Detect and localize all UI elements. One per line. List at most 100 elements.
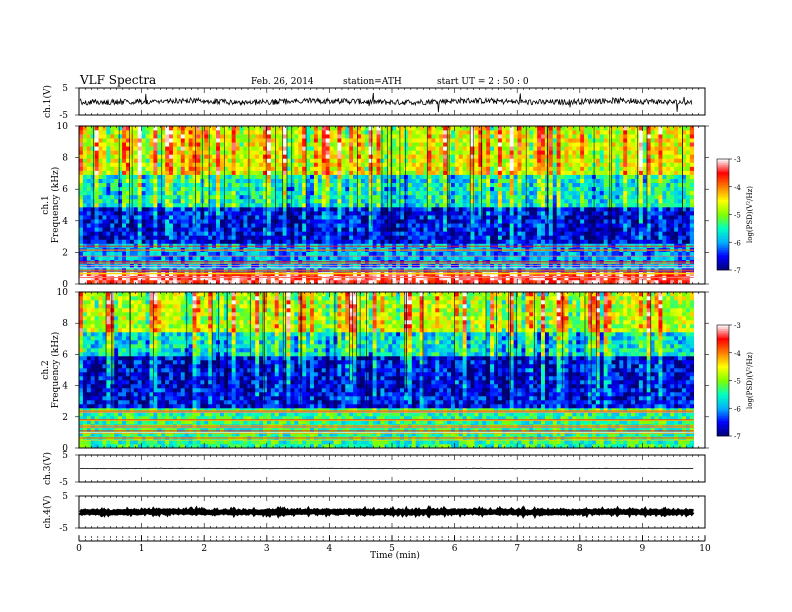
spectrogram-cell	[313, 146, 319, 151]
station-label: station=ATH	[343, 77, 402, 87]
spectrogram-cell	[243, 150, 248, 155]
spectrogram-cell	[118, 211, 123, 216]
spectrogram-cell	[345, 190, 350, 196]
spectrogram-cell	[79, 142, 84, 147]
spectrogram-cell	[235, 223, 240, 228]
spectrogram-cell	[548, 182, 554, 188]
spectrogram-cell	[454, 170, 460, 175]
spectrogram-cell	[259, 239, 264, 244]
spectrogram-cell	[353, 162, 358, 167]
spectrogram-cell	[192, 251, 197, 256]
spectrogram-cell	[313, 194, 319, 200]
spectrogram-cell	[494, 158, 499, 163]
spectrogram-cell	[349, 263, 354, 269]
spectrogram-cell	[454, 146, 460, 151]
spectrogram-cell	[317, 231, 323, 236]
spectrogram-cell	[270, 166, 276, 171]
spectrogram-cell	[392, 235, 397, 240]
spectrogram-cell	[466, 211, 471, 216]
spectrogram-cell	[263, 138, 268, 143]
spectrogram-cell	[537, 146, 542, 151]
spectrogram-cell	[235, 227, 240, 232]
spectrogram-cell	[157, 198, 162, 204]
spectrogram-cell	[255, 223, 260, 228]
spectrogram-cell	[274, 134, 279, 139]
spectrogram-cell	[415, 207, 420, 212]
spectrogram-cell	[321, 251, 326, 256]
spectrogram-cell	[223, 174, 229, 179]
spectrogram-cell	[419, 231, 424, 236]
spectrogram-cell	[192, 198, 197, 204]
spectrogram-cell	[282, 275, 287, 281]
spectrogram-cell	[212, 150, 217, 155]
spectrogram-cell	[478, 279, 483, 285]
spectrogram-cell	[149, 146, 154, 151]
spectrogram-cell	[513, 194, 518, 200]
spectrogram-cell	[310, 223, 315, 228]
spectrogram-cell	[86, 251, 92, 256]
spectrogram-cell	[86, 223, 92, 228]
spectrogram-cell	[216, 174, 221, 179]
spectrogram-cell	[306, 142, 311, 147]
spectrogram-cell	[533, 279, 538, 285]
spectrogram-cell	[501, 178, 507, 184]
spectrogram-cell	[427, 154, 432, 159]
spectrogram-cell	[219, 215, 225, 220]
spectrogram-cell	[533, 251, 538, 256]
spectrogram-cell	[360, 202, 366, 208]
spectrogram-cell	[458, 219, 464, 224]
spectrogram-cell	[450, 126, 456, 131]
spectrogram-cell	[333, 142, 338, 147]
spectrogram-cell	[345, 251, 350, 256]
spectrogram-cell	[490, 166, 495, 171]
spectrogram-cell	[149, 126, 154, 131]
spectrogram-cell	[376, 202, 381, 208]
spectrogram-cell	[243, 178, 248, 184]
spectrogram-cell	[509, 134, 514, 139]
spectrogram-cell	[474, 215, 479, 220]
spectrogram-cell	[227, 251, 233, 256]
spectrogram-cell	[310, 231, 315, 236]
spectrogram-cell	[525, 211, 530, 216]
spectrogram-cell	[239, 170, 244, 175]
spectrogram-cell	[274, 162, 279, 167]
spectrogram-cell	[313, 198, 319, 204]
spectrogram-cell	[548, 231, 554, 236]
spectrogram-cell	[544, 251, 550, 256]
spectrogram-cell	[176, 162, 182, 167]
spectrogram-cell	[114, 263, 119, 269]
spectrogram-cell	[337, 186, 342, 192]
spectrogram-cell	[364, 166, 370, 171]
spectrogram-cell	[333, 215, 338, 220]
spectrogram-cell	[251, 126, 256, 131]
spectrogram-cell	[188, 186, 193, 192]
spectrogram-cell	[274, 279, 279, 285]
spectrogram-cell	[400, 178, 405, 184]
spectrogram-cell	[125, 207, 131, 212]
spectrogram-cell	[396, 178, 401, 184]
spectrogram-cell	[458, 231, 464, 236]
spectrogram-cell	[82, 178, 88, 184]
spectrogram-cell	[200, 279, 205, 285]
spectrogram-cell	[263, 194, 268, 200]
spectrogram-cell	[208, 134, 213, 139]
spectrogram-cell	[149, 142, 154, 147]
spectrogram-cell	[474, 235, 479, 240]
spectrogram-cell	[513, 198, 518, 204]
spectrogram-cell	[415, 215, 420, 220]
spectrogram-cell	[462, 198, 467, 204]
spectrogram-cell	[337, 126, 342, 131]
spectrogram-cell	[184, 223, 189, 228]
spectrogram-cell	[184, 202, 189, 208]
spectrogram-cell	[274, 231, 279, 236]
spectrogram-cell	[86, 142, 92, 147]
spectrogram-cell	[278, 231, 283, 236]
spectrogram-cell	[196, 202, 201, 208]
spectrogram-cell	[278, 239, 283, 244]
spectrogram-cell	[454, 251, 460, 256]
spectrogram-cell	[196, 186, 201, 192]
spectrogram-cell	[157, 223, 162, 228]
spectrogram-cell	[278, 138, 283, 143]
spectrogram-cell	[274, 178, 279, 184]
spectrogram-cell	[204, 190, 209, 196]
